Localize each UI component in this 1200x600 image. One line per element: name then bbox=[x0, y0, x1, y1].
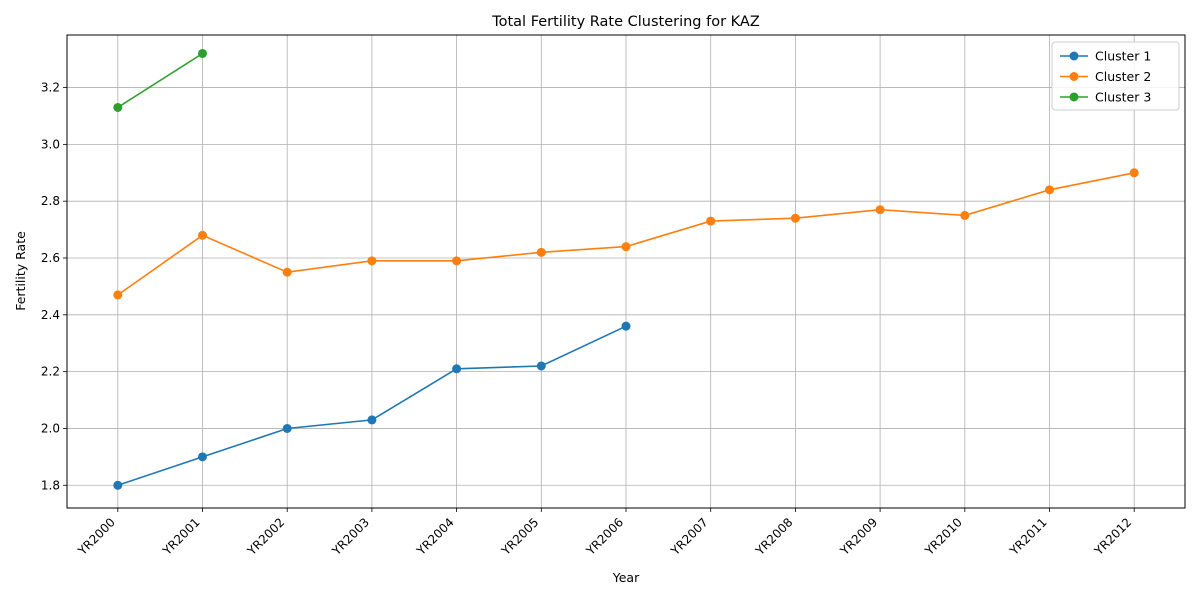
series-line bbox=[117, 52, 203, 109]
data-point bbox=[198, 230, 207, 240]
legend-marker bbox=[1069, 72, 1079, 81]
data-point bbox=[367, 256, 377, 266]
legend-item: Cluster 2 bbox=[1060, 69, 1151, 84]
data-point bbox=[198, 452, 207, 462]
data-point bbox=[621, 242, 631, 252]
data-point bbox=[113, 480, 123, 490]
legend-box bbox=[1051, 41, 1180, 111]
y-axis-label: Fertility Rate bbox=[13, 231, 28, 311]
data-point bbox=[875, 205, 885, 215]
y-tick-label: 2.4 bbox=[41, 308, 60, 322]
series-3 bbox=[113, 48, 207, 112]
legend-marker bbox=[1069, 51, 1079, 61]
y-tick-label: 2.2 bbox=[41, 365, 60, 379]
legend-item: Cluster 1 bbox=[1060, 49, 1151, 64]
data-point bbox=[790, 213, 800, 223]
data-point bbox=[706, 216, 716, 226]
data-point bbox=[367, 415, 377, 425]
series-2 bbox=[113, 168, 1139, 300]
data-point bbox=[621, 321, 631, 331]
y-axis-ticks: 1.8 2.0 2.2 2.4 2.6 2.8 3.0 3.2 bbox=[41, 81, 67, 492]
data-point bbox=[113, 102, 123, 112]
data-point bbox=[960, 210, 970, 220]
data-point bbox=[452, 256, 462, 266]
data-point bbox=[198, 48, 207, 58]
legend-item: Cluster 3 bbox=[1060, 90, 1151, 105]
legend-label: Cluster 1 bbox=[1095, 49, 1151, 64]
y-tick-label: 2.6 bbox=[41, 251, 60, 265]
series-1 bbox=[113, 321, 631, 490]
data-point bbox=[282, 267, 292, 277]
y-tick-label: 3.2 bbox=[41, 81, 60, 95]
legend: Cluster 1 Cluster 2 Cluster 3 bbox=[1051, 41, 1180, 111]
series-lines bbox=[113, 48, 1139, 490]
data-point bbox=[1045, 185, 1054, 195]
legend-marker bbox=[1069, 92, 1079, 102]
legend-label: Cluster 3 bbox=[1095, 90, 1151, 105]
y-tick-label: 3.0 bbox=[41, 137, 60, 151]
x-axis-label: Year bbox=[612, 570, 640, 585]
y-tick-label: 2.0 bbox=[41, 421, 60, 435]
grid-lines bbox=[67, 35, 1185, 508]
data-point bbox=[1129, 168, 1139, 178]
chart-title: Total Fertility Rate Clustering for KAZ bbox=[491, 14, 760, 30]
y-tick-label: 2.8 bbox=[41, 194, 60, 208]
legend-label: Cluster 2 bbox=[1095, 69, 1151, 84]
data-point bbox=[536, 247, 546, 257]
data-point bbox=[113, 290, 123, 300]
y-tick-label: 1.8 bbox=[41, 478, 60, 492]
data-point bbox=[452, 364, 462, 374]
data-point bbox=[536, 361, 546, 371]
data-point bbox=[282, 423, 292, 433]
